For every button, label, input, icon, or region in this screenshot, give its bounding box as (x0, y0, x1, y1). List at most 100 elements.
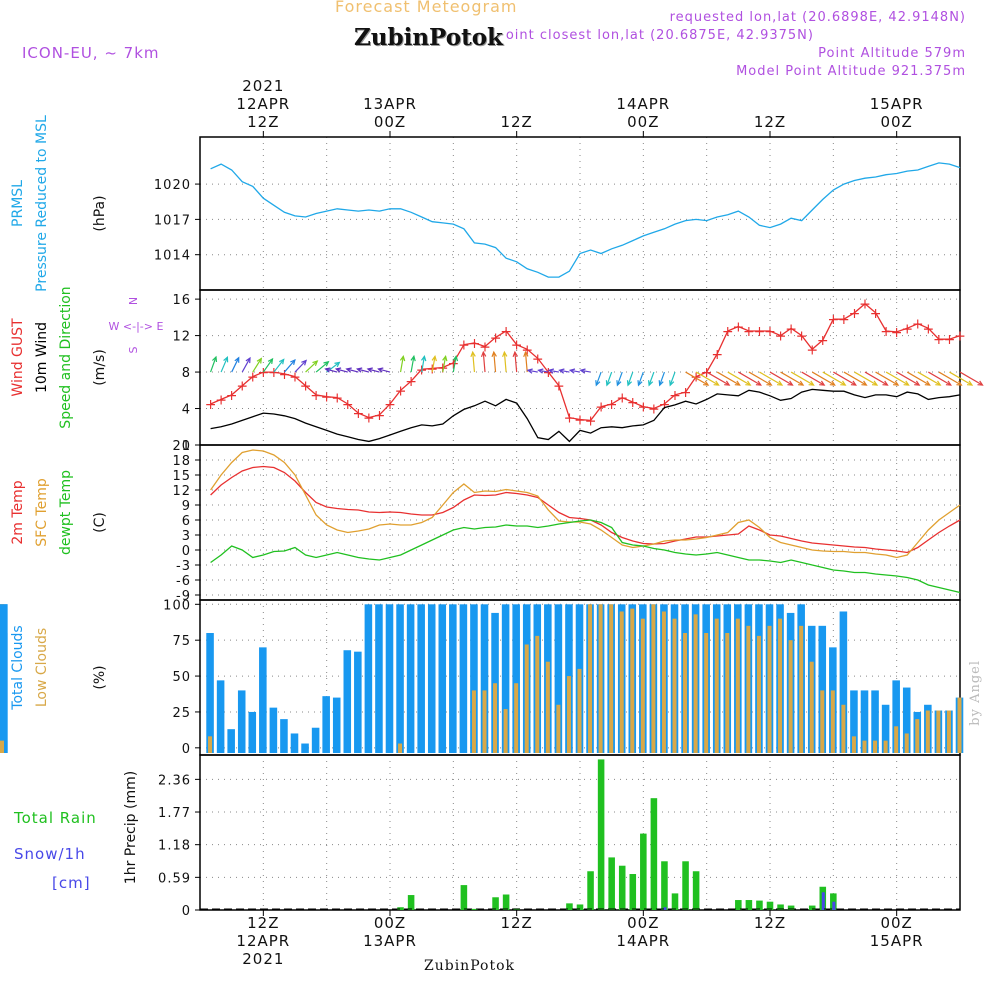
low-clouds-bar (661, 611, 666, 753)
wind-gust-line (210, 302, 961, 422)
top-time-label: 15APR (870, 95, 924, 113)
wind-direction-arrowhead (279, 358, 285, 365)
wind-direction-arrow (283, 359, 296, 373)
wind-direction-arrow (616, 371, 623, 386)
wind-direction-arrow (559, 369, 570, 373)
low-clouds-bar (746, 625, 751, 753)
wind-direction-arrow (685, 371, 709, 386)
total-clouds-bar (206, 633, 214, 753)
wind-speed-line (210, 388, 961, 443)
low-clouds-bar (683, 633, 688, 753)
y-tick-label: 1.18 (158, 839, 191, 854)
low-clouds-bar (577, 668, 582, 753)
wind-direction-arrowhead (924, 380, 931, 386)
wind-direction-arrow (514, 352, 518, 373)
wind-gust-point: + (616, 391, 628, 407)
low-clouds-bar (788, 640, 793, 753)
low-clouds-bar (778, 618, 783, 753)
y-tick-label: -9 (176, 589, 191, 604)
low-clouds-bar (925, 710, 930, 753)
wind-gust-point: + (743, 324, 755, 340)
total-clouds-bar (332, 697, 341, 753)
wind-direction-arrow (367, 368, 380, 373)
wind-gust-point: + (553, 379, 565, 395)
wind-direction-arrow (843, 371, 867, 386)
rain-bar (692, 871, 700, 910)
wind-gust-point: + (542, 365, 554, 381)
wind-direction-arrow (538, 369, 549, 373)
wind-direction-arrowhead (829, 380, 836, 386)
low-clouds-bar (904, 733, 909, 753)
wind-gust-point: + (352, 406, 364, 422)
wind-direction-arrow (421, 356, 425, 373)
wind-direction-arrow (493, 352, 497, 373)
total-clouds-bar (501, 604, 510, 753)
low-clouds-bar (756, 635, 761, 753)
rain-bar (608, 857, 615, 910)
snow-bar (663, 907, 667, 910)
y-tick-label: 1.77 (158, 806, 191, 821)
wind-direction-arrowhead (211, 355, 218, 363)
wind-direction-arrowhead (421, 354, 427, 362)
wind-direction-arrowhead (808, 380, 815, 386)
footer-location: ZubinPotok (424, 958, 516, 974)
low-clouds-bar (630, 608, 635, 753)
wind-direction-arrow (780, 371, 804, 386)
low-clouds-bar (651, 604, 656, 753)
wind-direction-arrow (231, 357, 240, 373)
wind-direction-arrow (503, 352, 507, 373)
wind-gust-point: + (236, 379, 248, 395)
wind-direction-arrowhead (776, 380, 784, 386)
wind-direction-arrow (570, 369, 581, 373)
wind-direction-arrow (220, 357, 228, 373)
wind-gust-point: + (775, 329, 787, 345)
wind-gust-point: + (806, 342, 818, 358)
temperature-label-1: SFC Temp (34, 478, 50, 547)
total-clouds-bar (427, 604, 436, 753)
wind-gust-point: + (701, 365, 713, 381)
wind-direction-arrowhead (945, 380, 952, 386)
wind-gust-point: + (785, 321, 797, 337)
wind-gust-point: + (870, 306, 882, 322)
wind-gust-point: + (363, 411, 375, 427)
rain-bar (682, 861, 689, 910)
wind-gust-point: + (933, 332, 945, 348)
y-tick-label: 50 (172, 670, 191, 685)
wind-gust-point: + (384, 397, 396, 413)
rain-bar (671, 893, 679, 910)
total-clouds-bar (375, 604, 383, 753)
wind-gust-point: + (827, 312, 839, 328)
low-clouds-bar (482, 690, 487, 753)
wind-gust-point: + (331, 391, 343, 407)
wind-gust-point: + (732, 319, 744, 335)
rain-bar (777, 904, 784, 910)
low-clouds-bar (598, 604, 603, 753)
wind-direction-arrow (527, 369, 538, 373)
total-clouds-bar (259, 647, 267, 753)
wind-direction-arrowhead (334, 361, 341, 368)
wind-gust-point: + (447, 356, 459, 372)
wind-direction-arrow (524, 352, 528, 373)
wind-direction-arrowhead (914, 380, 921, 386)
y-tick-label: 8 (182, 366, 191, 381)
rain-bar (629, 874, 637, 910)
wind-direction-arrowhead (301, 359, 308, 366)
wind-gust-point: + (722, 324, 734, 340)
wind-gust-point: + (395, 383, 407, 399)
bottom-time-label: 12Z (500, 914, 532, 932)
total-clouds-bar (839, 611, 848, 753)
top-time-label: 12Z (500, 113, 532, 131)
sfc-temp-line (210, 449, 961, 559)
wind-direction-arrow (864, 371, 888, 386)
total-clouds-bar (417, 604, 425, 753)
wind-gust-point: + (342, 397, 354, 413)
total-clouds-bar (227, 729, 235, 753)
low-clouds-bar (957, 697, 962, 753)
wind-direction-arrowhead (470, 350, 476, 358)
low-clouds-bar (725, 633, 730, 753)
wind-direction-arrow (801, 371, 825, 386)
wind-gust-point: + (500, 324, 512, 340)
total-clouds-bar (396, 604, 404, 753)
wind-gust-point: + (944, 332, 956, 348)
wind-direction-arrow (442, 356, 447, 373)
